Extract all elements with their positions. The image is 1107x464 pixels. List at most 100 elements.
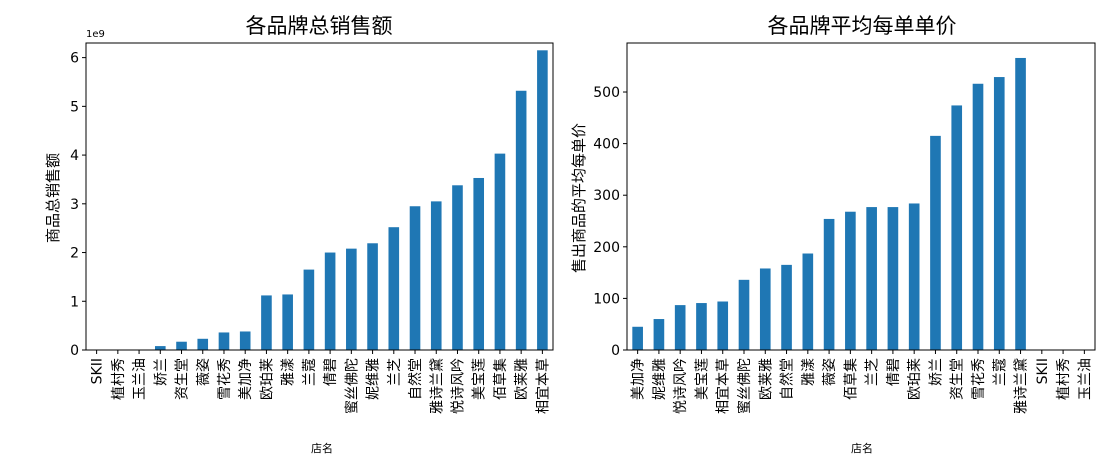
sales-xtick-label: 相宜本草 [535, 358, 551, 414]
sales-bar [261, 295, 272, 350]
sales-bar [473, 177, 485, 350]
sales-ytick-label: 4 [70, 148, 79, 164]
price-bar [717, 301, 729, 350]
sales-xtick-label: 薇姿 [196, 358, 212, 386]
price-xtick-label: SKII [1035, 358, 1051, 384]
price-bar [887, 207, 899, 350]
price-bar [674, 305, 686, 350]
sales-xtick-label: 蜜丝佛陀 [344, 358, 360, 414]
price-xtick-label: 植村秀 [1056, 358, 1072, 400]
price-bar [802, 253, 814, 350]
sales-xtick-label: 美加净 [238, 358, 254, 400]
price-xtick-label: 雅漾 [800, 358, 817, 386]
price-bar [930, 135, 941, 350]
price-chart-xlabel: 店名 [851, 441, 873, 455]
sales-xtick-label: SKII [90, 358, 106, 384]
sales-bar [218, 332, 230, 350]
sales-xtick-label: 美宝莲 [472, 358, 488, 400]
sales-xtick-label: 娇兰 [153, 358, 169, 386]
sales-xtick-label: 悦诗风吟 [450, 358, 466, 414]
price-xtick-label: 自然堂 [779, 358, 796, 400]
price-xtick-label: 欧珀莱 [907, 358, 923, 400]
price-ytick-label: 400 [593, 137, 620, 153]
sales-chart-offset-text: 1e9 [86, 29, 105, 40]
price-bar [632, 326, 643, 350]
sales-bar [494, 153, 506, 350]
sales-bar [388, 227, 400, 350]
price-chart-ylabel: 售出商品的平均每单价 [570, 123, 588, 273]
sales-xtick-label: 雅漾 [280, 358, 297, 386]
sales-bar [409, 206, 421, 350]
price-xtick-label: 妮维雅 [652, 358, 668, 400]
price-ytick-label: 500 [593, 85, 620, 101]
price-xtick-label: 薇姿 [822, 358, 838, 386]
sales-ytick-label: 1 [70, 294, 79, 310]
price-bar [653, 319, 665, 350]
price-ytick-label: 300 [593, 188, 620, 204]
sales-bar [515, 90, 527, 350]
sales-xtick-label: 植村秀 [111, 358, 127, 400]
price-chart-title: 各品牌平均每单单价 [768, 14, 957, 38]
sales-bar [430, 201, 442, 350]
sales-xtick-label: 欧莱雅 [514, 358, 530, 400]
sales-xtick-label: 资生堂 [175, 358, 191, 400]
sales-xtick-label: 雪花秀 [217, 358, 233, 400]
sales-bar [176, 341, 187, 350]
sales-bar [537, 50, 548, 351]
price-xtick-label: 倩碧 [886, 358, 902, 386]
sales-plot-area: 0 1 2 3 4 5 6 SKII 植村秀 玉兰油 娇兰 资生堂 薇姿 雪花秀 美加净 欧珀莱 雅漾 兰蔻 倩碧蜜… [70, 42, 554, 414]
price-bar [845, 211, 856, 350]
sales-axes-frame [85, 42, 554, 351]
sales-xtick-label: 玉兰油 [132, 358, 148, 400]
sales-xtick-label: 兰芝 [387, 358, 403, 386]
price-xtick-label: 佰草集 [842, 358, 859, 400]
sales-chart-title: 各品牌总销售额 [246, 14, 393, 38]
price-xtick-label: 兰芝 [865, 358, 881, 386]
price-bar [951, 105, 963, 351]
price-chart: 各品牌平均每单单价 售出商品的平均每单价 店名 0 100 200 300 400 500… [570, 14, 1096, 455]
sales-bar [154, 346, 166, 350]
sales-xtick-label: 妮维雅 [366, 358, 382, 400]
price-bar [823, 218, 835, 350]
price-ytick-label: 100 [593, 291, 620, 307]
sales-xtick-label: 兰蔻 [302, 358, 318, 386]
sales-ytick-label: 2 [70, 246, 79, 262]
price-bar [972, 83, 984, 350]
sales-bar [452, 185, 463, 350]
sales-xtick-label: 倩碧 [323, 358, 339, 386]
price-ytick-label: 200 [593, 240, 620, 256]
price-bar [908, 203, 920, 350]
sales-xtick-label: 欧珀莱 [259, 358, 275, 400]
price-xtick-label: 资生堂 [950, 358, 966, 400]
sales-bar [282, 294, 293, 350]
sales-bar [346, 248, 357, 350]
sales-xtick-label: 佰草集 [492, 358, 509, 400]
price-bar [993, 77, 1005, 351]
price-xtick-label: 兰蔻 [992, 358, 1008, 386]
sales-bar [303, 269, 315, 350]
price-bar [696, 303, 707, 350]
price-xtick-label: 相宜本草 [716, 358, 732, 414]
price-xtick-label: 悦诗风吟 [673, 358, 689, 414]
price-xtick-label: 玉兰油 [1077, 358, 1093, 400]
price-xtick-label: 雅诗兰黛 [1014, 358, 1030, 414]
sales-chart: 各品牌总销售额 1e9 商品总销售额 店名 0 1 2 3 4 5 6 SKII 植村秀 玉兰油娇… [44, 14, 554, 455]
sales-ytick-label: 3 [70, 197, 79, 213]
price-xtick-label: 美宝莲 [694, 358, 710, 400]
price-ytick-label: 0 [611, 343, 620, 359]
sales-ytick-label: 0 [70, 343, 79, 359]
price-bar [866, 207, 877, 350]
sales-ytick-label: 5 [70, 99, 79, 115]
price-plot-area: 0 100 200 300 400 500 美加净 妮维雅 悦诗风吟 美宝莲 相宜本草 蜜丝佛陀 欧莱雅… [593, 42, 1096, 414]
sales-bar [324, 252, 336, 350]
price-axes-frame [626, 42, 1096, 351]
price-xtick-label: 蜜丝佛陀 [737, 358, 753, 414]
sales-chart-ylabel: 商品总销售额 [44, 153, 62, 243]
price-bar [781, 264, 792, 350]
sales-chart-xlabel: 店名 [311, 441, 333, 455]
price-bar [738, 279, 750, 350]
sales-bar [239, 331, 251, 350]
price-bar [1015, 57, 1026, 351]
